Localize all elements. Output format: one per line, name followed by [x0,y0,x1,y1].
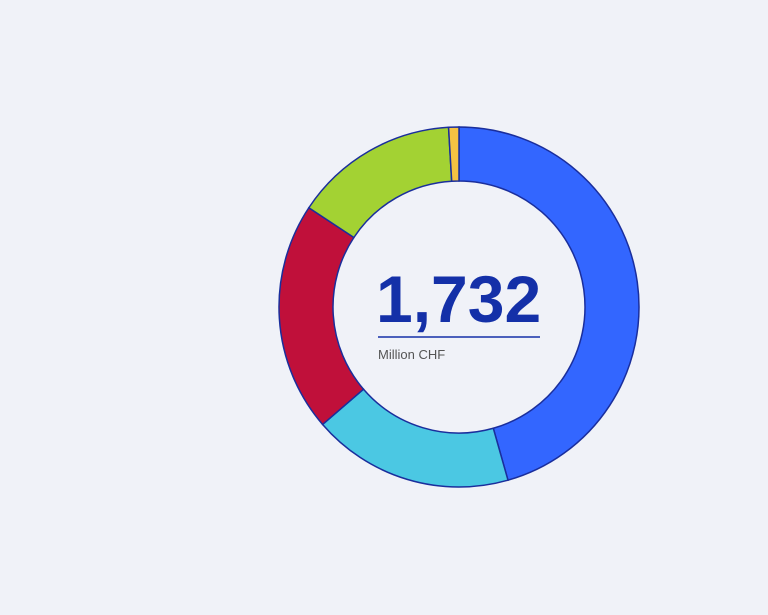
donut-slice [458,126,640,482]
donut-slice [447,126,460,183]
donut [278,126,640,488]
center-label: Million CHF [378,347,445,362]
center-value: 1,732 [376,262,541,336]
